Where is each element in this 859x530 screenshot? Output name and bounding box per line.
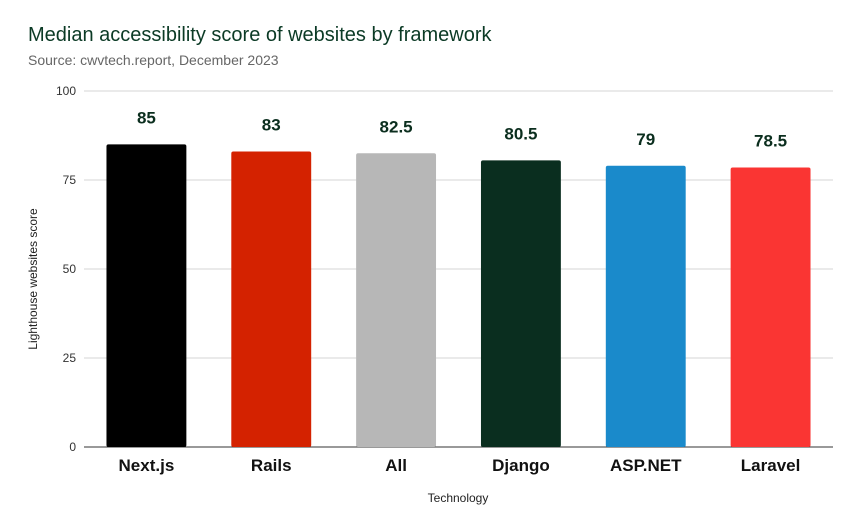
x-tick-label: All [385, 456, 407, 475]
y-axis-title: Lighthouse websites score [26, 208, 40, 350]
x-tick-label: Django [492, 456, 550, 475]
y-tick-label: 0 [69, 440, 76, 454]
bar-all [356, 153, 437, 448]
x-tick-label: ASP.NET [610, 456, 682, 475]
data-label: 79 [636, 130, 655, 149]
y-tick-label: 100 [56, 84, 76, 98]
y-tick-label: 25 [63, 351, 77, 365]
y-tick-label: 75 [63, 173, 77, 187]
y-tick-label: 50 [63, 262, 77, 276]
x-axis-title: Technology [428, 491, 489, 505]
bar-next-js [106, 144, 187, 447]
bars [106, 144, 811, 448]
data-label: 83 [262, 116, 281, 135]
y-axis-ticks: 0 25 50 75 100 [56, 84, 76, 454]
x-tick-label: Laravel [741, 456, 801, 475]
x-tick-label: Rails [251, 456, 292, 475]
x-tick-label: Next.js [119, 456, 175, 475]
data-label: 85 [137, 108, 156, 127]
bar-laravel [730, 167, 811, 448]
gridlines [84, 90, 833, 448]
data-label: 78.5 [754, 132, 787, 151]
data-label: 80.5 [504, 124, 537, 143]
data-labels: 85 83 82.5 80.5 79 78.5 [137, 108, 787, 150]
bar-rails [231, 151, 312, 447]
data-label: 82.5 [380, 117, 413, 136]
x-axis-ticks: Next.js Rails All Django ASP.NET Laravel [119, 456, 801, 475]
bar-django [480, 160, 561, 448]
bar-asp-net [605, 165, 686, 447]
chart-title: Median accessibility score of websites b… [28, 24, 492, 46]
chart-subtitle: Source: cwvtech.report, December 2023 [28, 52, 279, 68]
